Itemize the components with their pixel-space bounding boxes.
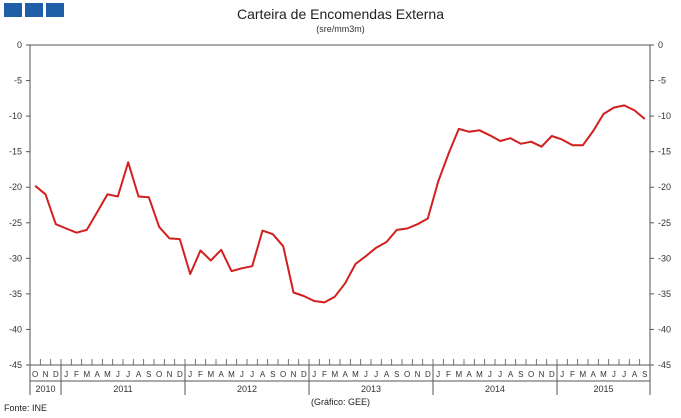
chart-subtitle: (sre/mm3m) [316, 24, 365, 34]
x-month-label: O [280, 370, 286, 379]
x-month-label: M [476, 370, 483, 379]
logo-block [25, 3, 43, 17]
x-month-label: O [156, 370, 162, 379]
x-month-label: A [342, 370, 348, 379]
x-month-label: M [331, 370, 338, 379]
x-month-label: D [301, 370, 307, 379]
x-month-label: A [218, 370, 224, 379]
x-month-label: J [64, 370, 68, 379]
x-month-label: A [260, 370, 266, 379]
x-year-label: 2010 [35, 384, 55, 394]
x-month-label: N [539, 370, 545, 379]
x-month-label: J [612, 370, 616, 379]
x-month-label: J [436, 370, 440, 379]
x-month-label: D [177, 370, 183, 379]
x-month-label: D [53, 370, 59, 379]
series-line [34, 104, 646, 304]
y-tick-label-left: -30 [9, 253, 22, 263]
x-month-label: N [291, 370, 297, 379]
y-tick-label-left: -20 [9, 182, 22, 192]
x-month-label: F [198, 370, 203, 379]
x-month-label: J [250, 370, 254, 379]
x-month-label: A [508, 370, 514, 379]
x-month-label: S [518, 370, 523, 379]
plot-frame [29, 44, 651, 366]
x-month-label: A [632, 370, 638, 379]
x-year-label: 2014 [485, 384, 505, 394]
x-month-label: O [32, 370, 38, 379]
x-month-label: S [146, 370, 151, 379]
x-month-label: A [384, 370, 390, 379]
x-month-label: S [642, 370, 647, 379]
x-month-label: J [560, 370, 564, 379]
x-month-label: M [579, 370, 586, 379]
x-month-label: J [488, 370, 492, 379]
x-month-label: J [126, 370, 130, 379]
y-tick-label-right: -40 [658, 324, 671, 334]
y-tick-label-right: 0 [658, 40, 663, 50]
x-month-label: O [528, 370, 534, 379]
x-year-label: 2015 [593, 384, 613, 394]
x-month-label: M [207, 370, 214, 379]
x-month-label: S [394, 370, 399, 379]
x-month-label: N [43, 370, 49, 379]
y-tick-label-right: -15 [658, 147, 671, 157]
x-month-label: M [104, 370, 111, 379]
y-tick-label-right: -20 [658, 182, 671, 192]
y-tick-label-right: -35 [658, 289, 671, 299]
logo-block [46, 3, 64, 17]
y-tick-label-left: -45 [9, 360, 22, 370]
x-month-label: O [404, 370, 410, 379]
y-tick-label-left: -35 [9, 289, 22, 299]
y-tick-label-left: -40 [9, 324, 22, 334]
logo-block [4, 3, 22, 17]
y-tick-label-left: -10 [9, 111, 22, 121]
x-month-label: J [188, 370, 192, 379]
y-tick-label-right: -5 [658, 76, 666, 86]
x-month-label: A [590, 370, 596, 379]
x-month-label: M [228, 370, 235, 379]
y-tick-label-left: -5 [14, 76, 22, 86]
x-month-label: J [498, 370, 502, 379]
x-month-label: J [364, 370, 368, 379]
chart-source: Fonte: INE [4, 403, 48, 413]
x-month-label: D [549, 370, 555, 379]
x-month-label: M [352, 370, 359, 379]
x-month-label: J [622, 370, 626, 379]
y-tick-label-left: 0 [17, 40, 22, 50]
x-month-label: F [570, 370, 575, 379]
x-month-label: N [167, 370, 173, 379]
x-month-label: M [455, 370, 462, 379]
x-month-label: A [136, 370, 142, 379]
x-month-label: A [94, 370, 100, 379]
x-month-label: J [240, 370, 244, 379]
y-tick-label-right: -30 [658, 253, 671, 263]
x-month-label: F [74, 370, 79, 379]
x-month-label: J [312, 370, 316, 379]
x-month-label: S [270, 370, 275, 379]
x-month-label: N [415, 370, 421, 379]
chart-credit: (Gráfico: GEE) [310, 397, 370, 407]
x-month-label: F [322, 370, 327, 379]
x-year-label: 2012 [237, 384, 257, 394]
x-month-label: M [83, 370, 90, 379]
x-month-label: J [374, 370, 378, 379]
chart-title: Carteira de Encomendas Externa [237, 6, 444, 22]
x-month-label: D [425, 370, 431, 379]
y-tick-label-right: -10 [658, 111, 671, 121]
y-tick-label-left: -15 [9, 147, 22, 157]
x-month-label: J [116, 370, 120, 379]
y-tick-label-left: -25 [9, 218, 22, 228]
gee-logo [4, 3, 64, 17]
y-tick-label-right: -25 [658, 218, 671, 228]
x-month-label: M [600, 370, 607, 379]
x-month-label: F [446, 370, 451, 379]
x-year-label: 2013 [361, 384, 381, 394]
x-year-label: 2011 [113, 384, 132, 394]
x-month-label: A [466, 370, 472, 379]
y-tick-label-right: -45 [658, 360, 671, 370]
